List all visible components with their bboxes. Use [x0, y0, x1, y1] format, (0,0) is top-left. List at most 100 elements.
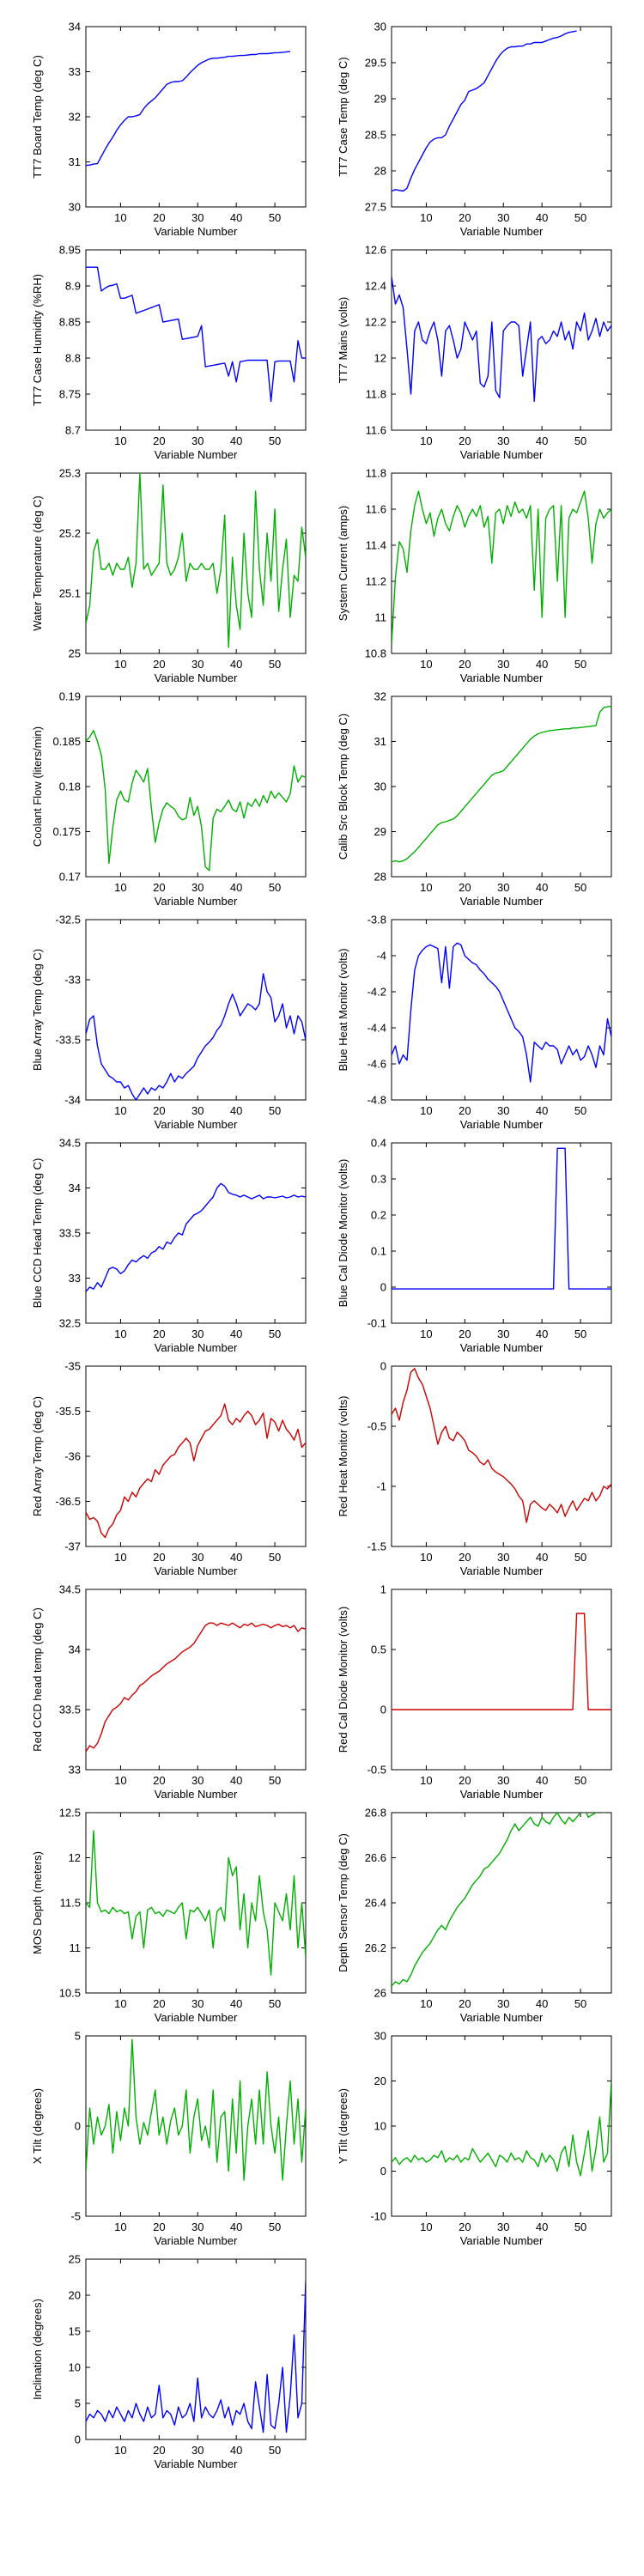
y-tick-label: 11.5 — [60, 1897, 81, 1910]
series-line — [86, 973, 306, 1100]
series-line — [86, 1830, 306, 1976]
x-tick-label: 10 — [420, 434, 432, 447]
y-tick-label: 34 — [69, 1182, 81, 1194]
y-tick-label: 10.5 — [59, 1987, 81, 2000]
y-tick-label: 34.5 — [59, 1137, 81, 1150]
x-tick-label: 20 — [153, 434, 165, 447]
y-axis-label: Blue Heat Monitor (volts) — [337, 948, 349, 1071]
y-tick-label: 11.4 — [366, 539, 386, 552]
plot-frame — [391, 1142, 612, 1324]
x-tick-label: 10 — [420, 1104, 432, 1117]
x-axis-label: Variable Number — [460, 1341, 544, 1354]
x-tick-label: 30 — [497, 1327, 509, 1340]
x-tick-label: 10 — [420, 211, 432, 224]
x-tick-label: 40 — [230, 1774, 242, 1787]
y-axis-label: System Current (amps) — [337, 506, 349, 621]
y-tick-label: 11.6 — [366, 424, 386, 437]
y-tick-label: 5 — [75, 2397, 81, 2410]
y-axis-label: Coolant Flow (liters/min) — [31, 726, 44, 847]
x-tick-label: 20 — [153, 1774, 165, 1787]
y-tick-label: 31 — [374, 735, 386, 748]
chart-panel-20: -10 0 10 20 30 10 20 30 40 50 Variable Number Y Til… — [337, 2030, 612, 2247]
y-tick-label: 0.1 — [371, 1245, 386, 1258]
x-tick-label: 30 — [497, 1774, 509, 1787]
y-tick-label: 25.3 — [59, 467, 81, 480]
x-tick-label: 20 — [459, 1104, 471, 1117]
x-tick-label: 10 — [114, 1104, 126, 1117]
chart-panel-6: 10.8 11 11.2 11.4 11.6 11.8 10 20 30 40 50 Variable… — [337, 467, 612, 684]
y-tick-label: 0.175 — [52, 825, 81, 838]
x-tick-label: 30 — [191, 1327, 204, 1340]
y-tick-label: 25.1 — [59, 587, 81, 600]
x-axis-label: Variable Number — [155, 225, 238, 238]
chart-panel-11: 32.5 33 33.5 34 34.5 10 20 30 40 50 Variable Numbe… — [31, 1137, 307, 1354]
y-tick-label: 12.2 — [365, 316, 386, 329]
x-tick-label: 10 — [420, 881, 432, 894]
x-tick-label: 20 — [459, 658, 471, 671]
y-tick-label: 0.17 — [59, 871, 81, 884]
y-tick-label: 0.18 — [59, 781, 81, 793]
y-tick-label: 15 — [69, 2325, 81, 2338]
x-tick-label: 20 — [459, 434, 471, 447]
x-tick-label: 10 — [114, 658, 126, 671]
plot-frame — [85, 1812, 307, 1994]
series-line — [86, 1182, 306, 1292]
plot-frame — [391, 919, 612, 1101]
y-tick-label: -0.5 — [368, 1764, 386, 1777]
y-axis-label: Inclination (degrees) — [31, 2299, 44, 2400]
x-axis-label: Variable Number — [460, 1118, 544, 1131]
y-tick-label: 0 — [380, 1704, 386, 1716]
y-tick-label: 25 — [69, 2253, 81, 2266]
x-axis-label: Variable Number — [155, 448, 238, 461]
x-tick-label: 50 — [269, 1327, 281, 1340]
y-tick-label: -0.5 — [368, 1420, 386, 1433]
x-tick-label: 40 — [230, 1997, 242, 2010]
y-axis-label: MOS Depth (meters) — [31, 1851, 44, 1954]
series-line — [86, 266, 306, 403]
y-tick-label: 20 — [374, 2075, 386, 2087]
y-tick-label: 0 — [380, 1360, 386, 1373]
y-tick-label: 11.2 — [366, 575, 386, 588]
x-tick-label: 30 — [497, 1551, 509, 1564]
y-tick-label: 11 — [70, 1941, 82, 1954]
y-tick-label: 25 — [69, 647, 81, 660]
x-axis-label: Variable Number — [155, 2458, 238, 2470]
y-tick-label: 12 — [374, 352, 386, 365]
x-tick-label: 40 — [230, 1104, 242, 1117]
x-tick-label: 50 — [574, 1774, 586, 1787]
x-tick-label: 10 — [420, 1997, 432, 2010]
x-tick-label: 30 — [191, 1997, 204, 2010]
y-axis-label: Blue CCD Head Temp (deg C) — [31, 1158, 44, 1309]
x-tick-label: 50 — [574, 211, 586, 224]
plot-frame — [391, 26, 612, 208]
x-tick-label: 20 — [459, 1774, 471, 1787]
x-tick-label: 40 — [536, 211, 548, 224]
x-tick-label: 40 — [230, 2221, 242, 2233]
x-tick-label: 10 — [420, 2221, 432, 2233]
series-line — [392, 1368, 611, 1523]
x-tick-label: 30 — [191, 2221, 204, 2233]
x-tick-label: 10 — [420, 1774, 432, 1787]
series-line — [86, 473, 306, 648]
series-line — [392, 490, 611, 645]
y-tick-label: 0.5 — [371, 1643, 386, 1656]
y-tick-label: 34 — [69, 21, 81, 33]
y-tick-label: 32 — [69, 111, 81, 124]
series-line — [392, 2081, 611, 2177]
x-axis-label: Variable Number — [460, 1564, 544, 1577]
plot-frame — [85, 1365, 307, 1547]
x-tick-label: 10 — [420, 1327, 432, 1340]
x-tick-label: 30 — [191, 2444, 204, 2457]
chart-panel-10: -4.8 -4.6 -4.4 -4.2 -4 -3.8 10 20 30 40 50 Variable… — [337, 914, 612, 1131]
y-tick-label: 0.185 — [52, 735, 81, 748]
plot-frame — [85, 26, 307, 208]
x-axis-label: Variable Number — [460, 2234, 544, 2247]
x-tick-label: 20 — [153, 1997, 165, 2010]
y-tick-label: -1.5 — [368, 1540, 386, 1553]
y-tick-label: 11.8 — [366, 388, 386, 401]
x-tick-label: 40 — [230, 1327, 242, 1340]
plot-frame — [85, 919, 307, 1101]
x-tick-label: 20 — [459, 1551, 471, 1564]
x-axis-label: Variable Number — [155, 2234, 238, 2247]
